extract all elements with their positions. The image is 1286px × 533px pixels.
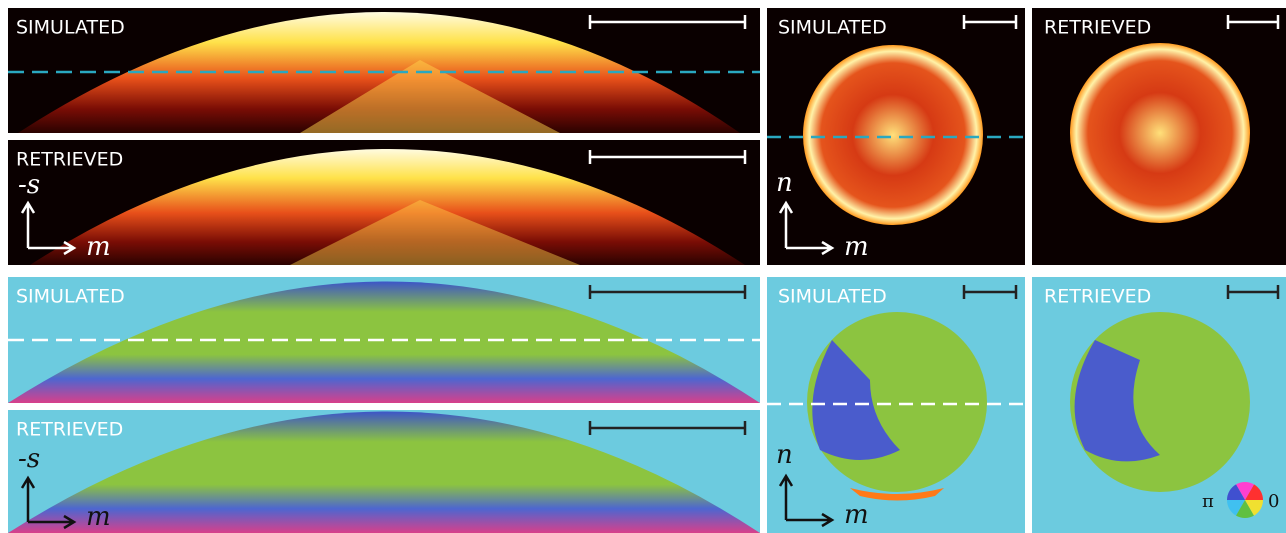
axis-label: m bbox=[844, 500, 869, 530]
axis-label: -s bbox=[18, 170, 40, 200]
colorwheel bbox=[1227, 482, 1263, 518]
axis-label: -s bbox=[18, 444, 40, 474]
intensity-disk bbox=[1070, 43, 1250, 223]
axis-label: n bbox=[776, 440, 793, 470]
figure: SIMULATED RETRIEVED -s m SIMULATED n m R… bbox=[0, 0, 1286, 533]
panel-label: RETRIEVED bbox=[1044, 17, 1151, 39]
axis-label: m bbox=[86, 232, 111, 262]
panel-label: RETRIEVED bbox=[16, 149, 123, 171]
axis-label: m bbox=[844, 232, 869, 262]
colorwheel-label: π bbox=[1202, 491, 1214, 512]
panel-label: SIMULATED bbox=[778, 286, 887, 308]
panel-label: RETRIEVED bbox=[1044, 286, 1151, 308]
panel-label: SIMULATED bbox=[16, 17, 125, 39]
axis-label: n bbox=[776, 168, 793, 198]
axis-label: m bbox=[86, 502, 111, 532]
intensity-panels: SIMULATED RETRIEVED -s m SIMULATED n m R… bbox=[8, 8, 1286, 265]
panel-label: SIMULATED bbox=[778, 17, 887, 39]
intensity-disk bbox=[803, 45, 983, 225]
phase-panels: SIMULATED RETRIEVED -s m SIMULATED n m R… bbox=[8, 277, 1286, 533]
colorwheel-label: 0 bbox=[1268, 491, 1279, 512]
panel-label: RETRIEVED bbox=[16, 419, 123, 441]
panel-label: SIMULATED bbox=[16, 286, 125, 308]
